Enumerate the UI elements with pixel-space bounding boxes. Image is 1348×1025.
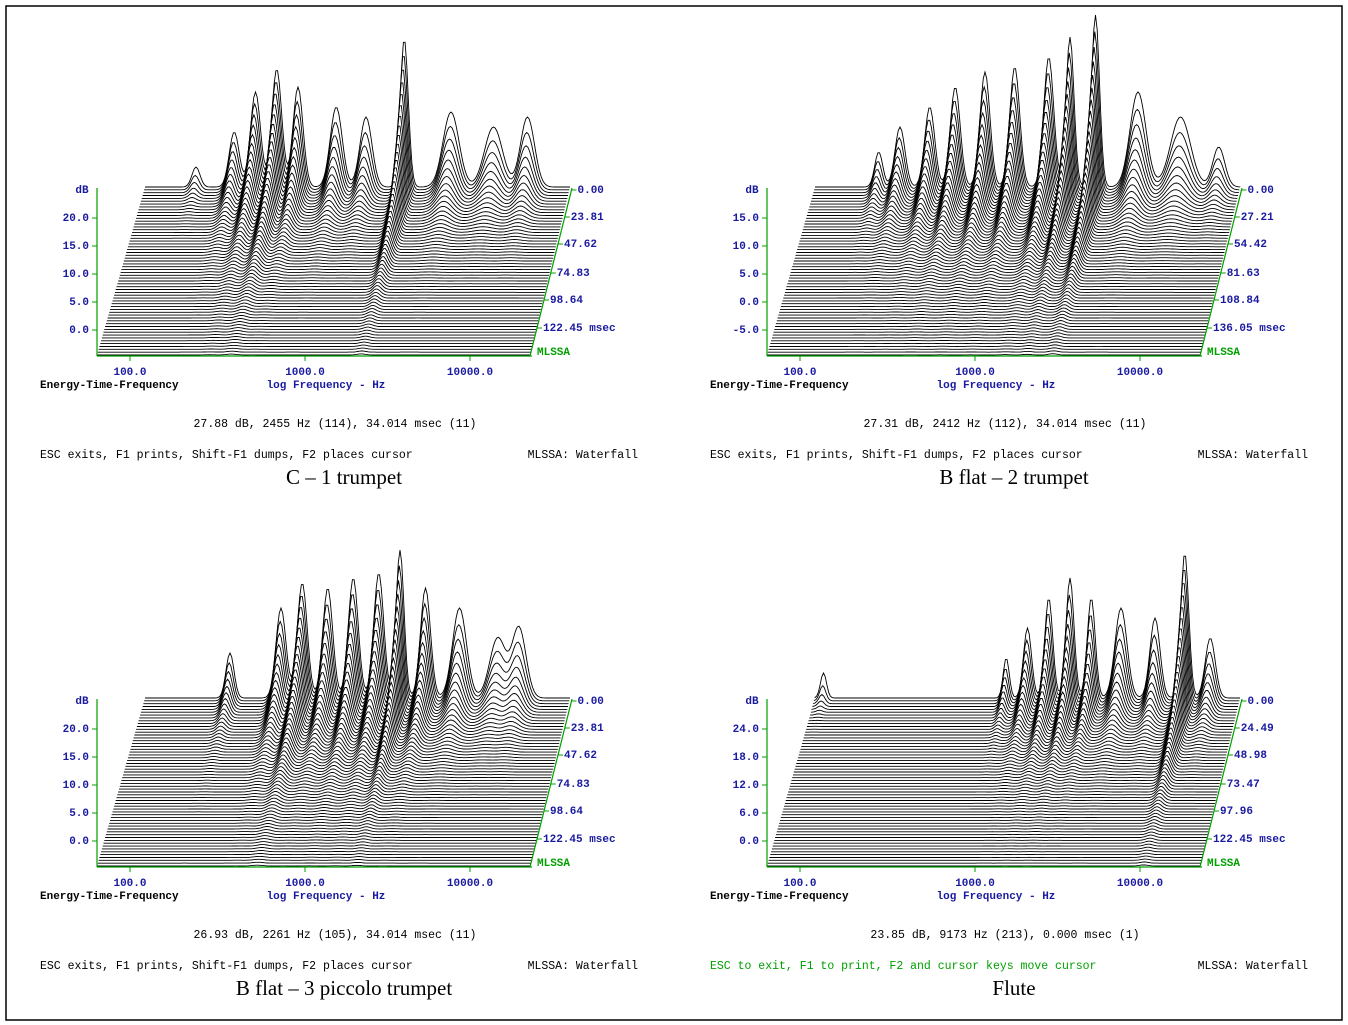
x-tick-label: 10000.0 (1117, 878, 1163, 890)
time-tick-label: 74.83 (557, 268, 590, 280)
caption: B flat – 2 trumpet (939, 465, 1088, 489)
cursor-readout: 27.31 dB, 2412 Hz (112), 34.014 msec (11… (864, 418, 1147, 431)
mode-label: MLSSA: Waterfall (528, 449, 639, 462)
x-tick-label: 1000.0 (285, 878, 325, 890)
plot-name: Energy-Time-Frequency (40, 891, 179, 903)
cursor-readout: 23.85 dB, 9173 Hz (213), 0.000 msec (1) (870, 929, 1139, 942)
brand-label: MLSSA (537, 858, 570, 870)
cursor-readout: 27.88 dB, 2455 Hz (114), 34.014 msec (11… (194, 418, 477, 431)
brand-label: MLSSA (537, 347, 570, 359)
y-tick-label: 5.0 (69, 297, 89, 309)
y-tick-label: 10.0 (63, 269, 89, 281)
time-tick-label: 98.64 (550, 295, 583, 307)
y-tick-label: 5.0 (739, 269, 759, 281)
screenshot: dB 20.0 15.0 10.0 5.0 0.0 100.0 1000.0 10000.0 0.… (0, 0, 1348, 1025)
y-tick-label: 0.0 (69, 836, 89, 848)
time-tick-label: 122.45 msec (543, 323, 616, 335)
y-tick-label: 6.0 (739, 808, 759, 820)
x-tick-label: 1000.0 (955, 367, 995, 379)
y-tick-label: 15.0 (63, 241, 89, 253)
help-text: ESC exits, F1 prints, Shift-F1 dumps, F2… (40, 449, 413, 462)
x-tick-label: 1000.0 (955, 878, 995, 890)
time-tick-label: 0.00 (578, 696, 604, 708)
plot-name: Energy-Time-Frequency (40, 380, 179, 392)
y-unit: dB (75, 696, 89, 708)
y-unit: dB (745, 185, 759, 197)
y-unit: dB (75, 185, 89, 197)
time-tick-label: 97.96 (1220, 806, 1253, 818)
time-tick-label: 122.45 msec (1213, 834, 1286, 846)
y-tick-label: 10.0 (63, 780, 89, 792)
x-axis-label: log Frequency - Hz (267, 891, 386, 903)
time-tick-label: 98.64 (550, 806, 583, 818)
x-tick-label: 10000.0 (1117, 367, 1163, 379)
time-tick-label: 48.98 (1234, 750, 1267, 762)
y-tick-label: 15.0 (63, 752, 89, 764)
y-tick-label: 12.0 (733, 780, 759, 792)
caption: B flat – 3 piccolo trumpet (236, 976, 453, 1000)
mode-label: MLSSA: Waterfall (1198, 960, 1309, 973)
y-unit: dB (745, 696, 759, 708)
plot-name: Energy-Time-Frequency (710, 380, 849, 392)
help-text: ESC exits, F1 prints, Shift-F1 dumps, F2… (40, 960, 413, 973)
caption: C – 1 trumpet (286, 465, 402, 489)
y-tick-label: 5.0 (69, 808, 89, 820)
time-tick-label: 47.62 (564, 239, 597, 251)
x-tick-label: 100.0 (783, 878, 816, 890)
time-tick-label: 27.21 (1241, 212, 1274, 224)
time-tick-label: 73.47 (1227, 779, 1260, 791)
y-tick-label: 20.0 (63, 213, 89, 225)
brand-label: MLSSA (1207, 347, 1240, 359)
y-tick-label: 10.0 (733, 241, 759, 253)
x-axis-label: log Frequency - Hz (937, 891, 1056, 903)
time-tick-label: 0.00 (1248, 185, 1274, 197)
x-tick-label: 1000.0 (285, 367, 325, 379)
y-tick-label: 24.0 (733, 724, 759, 736)
y-tick-label: 15.0 (733, 213, 759, 225)
x-tick-label: 10000.0 (447, 367, 493, 379)
y-tick-label: 0.0 (739, 836, 759, 848)
y-tick-label: 0.0 (739, 297, 759, 309)
time-tick-label: 23.81 (571, 723, 604, 735)
time-tick-label: 24.49 (1241, 723, 1274, 735)
time-tick-label: 74.83 (557, 779, 590, 791)
x-tick-label: 10000.0 (447, 878, 493, 890)
help-text: ESC exits, F1 prints, Shift-F1 dumps, F2… (710, 449, 1083, 462)
time-tick-label: 81.63 (1227, 268, 1260, 280)
time-tick-label: 136.05 msec (1213, 323, 1286, 335)
time-tick-label: 47.62 (564, 750, 597, 762)
x-tick-label: 100.0 (113, 878, 146, 890)
x-axis-label: log Frequency - Hz (267, 380, 386, 392)
x-tick-label: 100.0 (113, 367, 146, 379)
y-tick-label: 0.0 (69, 325, 89, 337)
time-tick-label: 0.00 (578, 185, 604, 197)
y-tick-label: 18.0 (733, 752, 759, 764)
x-tick-label: 100.0 (783, 367, 816, 379)
time-tick-label: 0.00 (1248, 696, 1274, 708)
y-tick-label: 20.0 (63, 724, 89, 736)
time-tick-label: 54.42 (1234, 239, 1267, 251)
y-tick-label: -5.0 (733, 325, 759, 337)
mode-label: MLSSA: Waterfall (1198, 449, 1309, 462)
mode-label: MLSSA: Waterfall (528, 960, 639, 973)
time-tick-label: 122.45 msec (543, 834, 616, 846)
brand-label: MLSSA (1207, 858, 1240, 870)
time-tick-label: 108.84 (1220, 295, 1260, 307)
caption: Flute (992, 976, 1035, 1000)
plot-name: Energy-Time-Frequency (710, 891, 849, 903)
time-tick-label: 23.81 (571, 212, 604, 224)
cursor-readout: 26.93 dB, 2261 Hz (105), 34.014 msec (11… (194, 929, 477, 942)
help-text: ESC to exit, F1 to print, F2 and cursor … (710, 960, 1096, 973)
x-axis-label: log Frequency - Hz (937, 380, 1056, 392)
